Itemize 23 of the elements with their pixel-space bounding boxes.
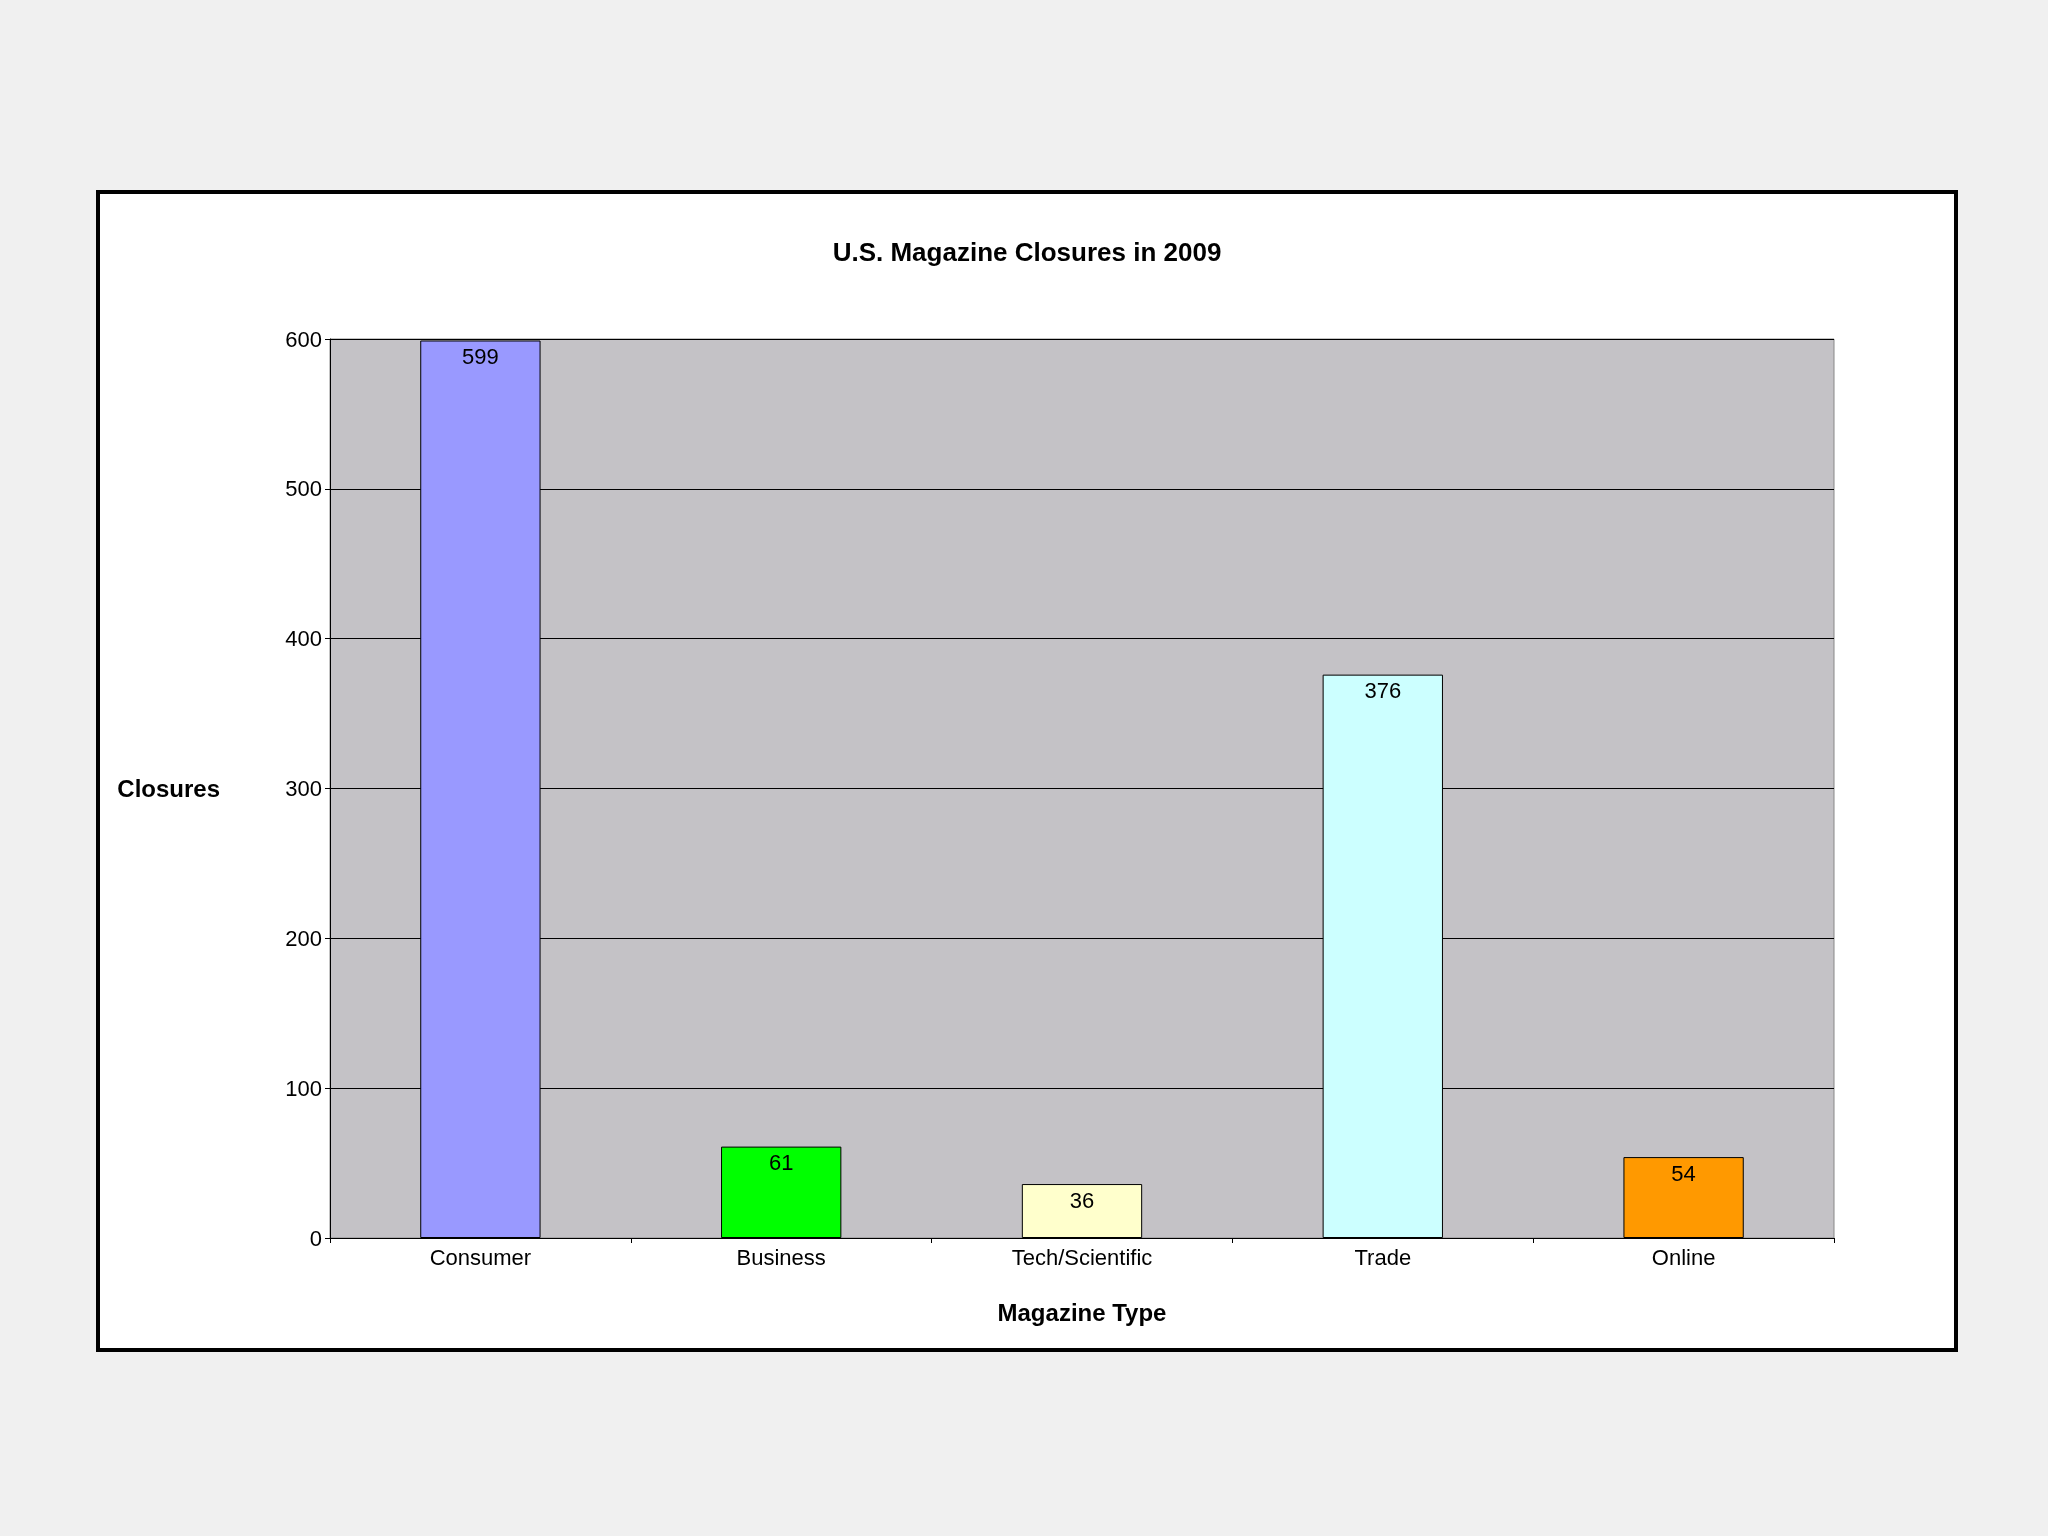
- chart-title: U.S. Magazine Closures in 2009: [832, 237, 1222, 267]
- x-tick-label: Online: [1651, 1244, 1716, 1270]
- x-tick-label: Tech/Scientific: [1011, 1244, 1153, 1270]
- y-tick-label: 300: [285, 776, 322, 801]
- data-label: 376: [1364, 678, 1402, 704]
- bar: [721, 1146, 842, 1238]
- x-tick-label: Trade: [1354, 1244, 1412, 1270]
- bar: [1021, 1184, 1143, 1238]
- data-label: 36: [1069, 1187, 1095, 1213]
- data-label: 599: [462, 344, 499, 369]
- y-axis-title: Closures: [117, 775, 220, 802]
- y-tick-label: 200: [285, 925, 322, 951]
- y-tick-label: 500: [285, 476, 322, 502]
- x-axis-title: Magazine Type: [997, 1298, 1167, 1326]
- data-label: 61: [768, 1150, 794, 1176]
- x-tick-label: Consumer: [429, 1244, 532, 1270]
- data-label: 54: [1671, 1160, 1696, 1186]
- y-tick-label: 0: [309, 1225, 322, 1251]
- y-tick-label: 400: [285, 626, 322, 652]
- y-tick-label: 600: [285, 326, 322, 352]
- x-tick-label: Business: [736, 1244, 826, 1270]
- bar: [1623, 1157, 1744, 1238]
- y-tick-label: 100: [285, 1075, 322, 1101]
